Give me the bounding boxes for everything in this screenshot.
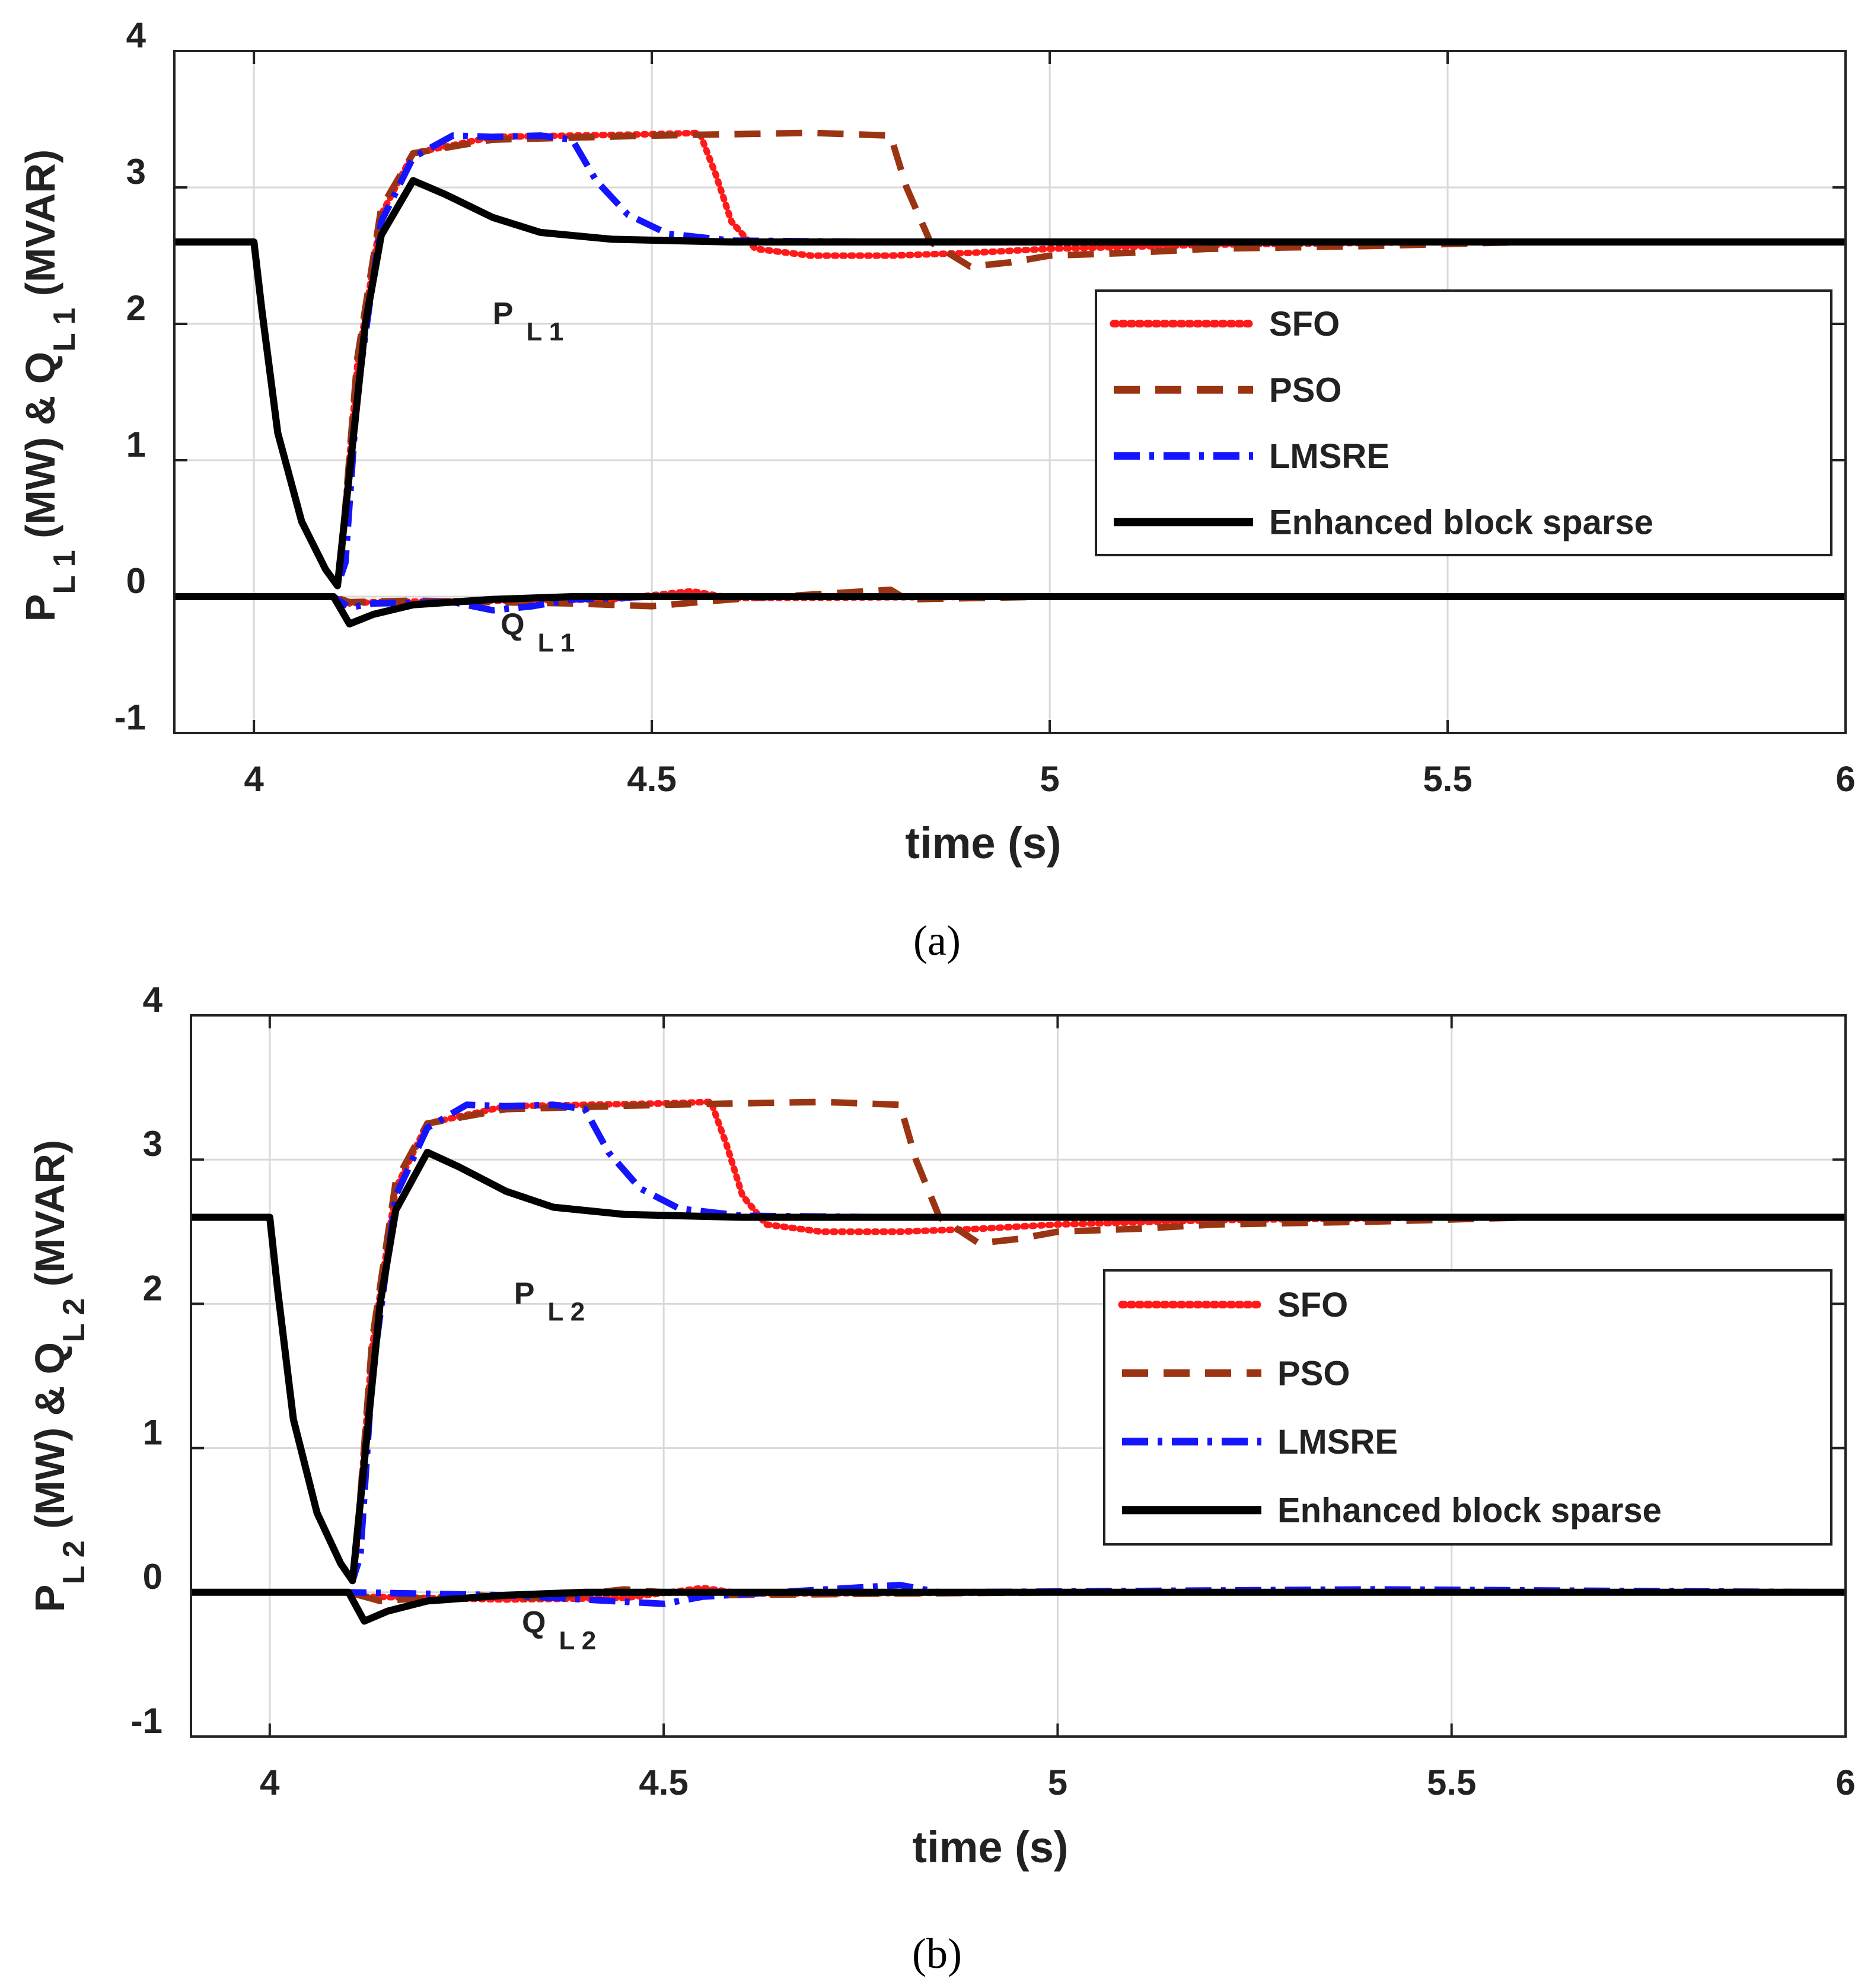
x-tick-label: 5.5 <box>1427 1763 1476 1802</box>
series-enhanced-q-line <box>191 1588 1846 1625</box>
x-tick-label: 4.5 <box>639 1763 688 1802</box>
y-tick-label: 1 <box>143 1413 162 1452</box>
series-lmsre-q-line <box>174 593 1846 614</box>
x-tick-label: 5.5 <box>1423 759 1472 799</box>
y-tick-label: -1 <box>131 1701 162 1741</box>
legend-label-enhanced: Enhanced block sparse <box>1277 1491 1662 1530</box>
x-tick-label: 4.5 <box>627 759 676 799</box>
chart-a: 4 4.5 5 5.5 6 -1 0 1 2 3 4 PL 1 QL 1 time (s) PL 1 (MW… <box>17 15 1856 964</box>
legend-label-enhanced: Enhanced block sparse <box>1269 503 1653 541</box>
y-tick-label: 3 <box>143 1124 162 1164</box>
legend-label-pso: PSO <box>1277 1354 1350 1393</box>
x-axis-label: time (s) <box>912 1823 1068 1872</box>
y-tick-label: 2 <box>143 1268 162 1308</box>
y-tick-label: -1 <box>114 697 146 737</box>
legend-label-sfo: SFO <box>1277 1286 1348 1324</box>
series-annotation: QL 2 <box>522 1605 596 1655</box>
series-enhanced-p-line <box>191 1149 1846 1585</box>
y-tick-label: 1 <box>126 425 146 464</box>
legend-label-lmsre: LMSRE <box>1269 437 1389 476</box>
series-annotation: PL 1 <box>493 297 563 346</box>
x-tick-label: 5 <box>1048 1763 1067 1802</box>
x-tick-label: 6 <box>1835 759 1855 799</box>
y-axis-label: PL 2 (MW) & QL 2 (MVAR) <box>27 1140 91 1612</box>
series-enhanced-p-line <box>174 177 1846 590</box>
y-tick-label: 4 <box>143 980 163 1020</box>
x-tick-label: 6 <box>1835 1763 1855 1802</box>
y-tick-label: 3 <box>126 152 146 192</box>
legend-label-lmsre: LMSRE <box>1277 1423 1398 1461</box>
figure-caption: (a) <box>913 917 961 964</box>
legend: SFO PSO LMSRE Enhanced block sparse <box>1103 1269 1832 1546</box>
y-axis-label: PL 1 (MW) & QL 1 (MVAR) <box>17 149 82 622</box>
series-enhanced-q-line <box>174 593 1846 627</box>
legend-box <box>1095 289 1832 556</box>
series-lmsre-q-line <box>191 1582 1846 1607</box>
series-group <box>174 129 1846 627</box>
y-tick-label: 0 <box>126 561 146 601</box>
x-tick-label: 4 <box>260 1763 280 1802</box>
x-axis-label: time (s) <box>905 818 1061 868</box>
series-pso-p-line <box>174 129 1846 590</box>
series-group <box>191 1098 1846 1625</box>
x-tick-label: 5 <box>1040 759 1059 799</box>
axes-frame <box>190 1014 1847 1738</box>
legend-label-sfo: SFO <box>1269 305 1340 343</box>
y-tick-label: 4 <box>126 15 146 55</box>
y-tick-label: 0 <box>143 1557 162 1597</box>
x-tick-label: 4 <box>244 759 264 799</box>
legend: SFO PSO LMSRE Enhanced block sparse <box>1095 289 1832 556</box>
axes-frame <box>173 50 1847 734</box>
chart-b: 4 4.5 5 5.5 6 -1 0 1 2 3 4 PL 2 QL 2 time (s) PL 2 (MW… <box>27 980 1856 1977</box>
figure-caption: (b) <box>912 1930 962 1977</box>
y-tick-label: 2 <box>126 288 146 328</box>
series-annotation: QL 1 <box>501 607 575 657</box>
legend-label-pso: PSO <box>1269 371 1342 409</box>
series-annotation: PL 2 <box>514 1276 585 1326</box>
legend-box <box>1103 1269 1832 1546</box>
